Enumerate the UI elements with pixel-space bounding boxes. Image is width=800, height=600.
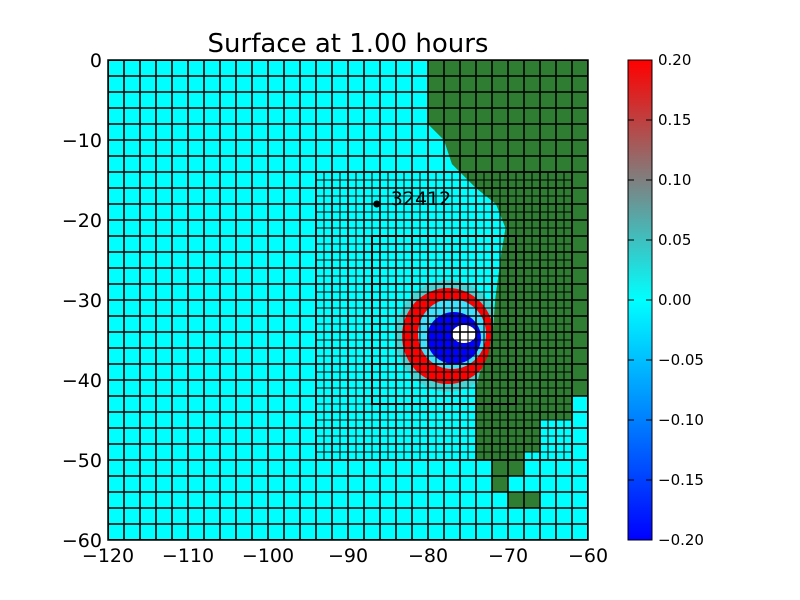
colorbar-ticks: 0.20 0.15 0.10 0.05 0.00 −0.05 −0.10 −0.15 −0.20 [628, 51, 704, 549]
colorbar: 0.20 0.15 0.10 0.05 0.00 −0.05 −0.10 −0.15 −0.20 [627, 51, 704, 549]
colorbar-tick-label: −0.05 [658, 351, 704, 369]
x-tick-label: −100 [242, 545, 294, 567]
x-tick-label: −70 [488, 545, 528, 567]
colorbar-tick-label: 0.00 [658, 291, 691, 309]
colorbar-tick-label: 0.15 [658, 111, 691, 129]
x-tick-label: −110 [162, 545, 214, 567]
grid-patch-border [315, 171, 573, 461]
x-tick-label: −120 [82, 545, 134, 567]
gauge-marker [373, 200, 381, 208]
y-tick-label: −60 [62, 530, 102, 552]
y-tick-label: −40 [62, 370, 102, 392]
y-tick-label: −20 [62, 210, 102, 232]
colorbar-tick-label: 0.10 [658, 171, 691, 189]
y-tick-label: −30 [62, 290, 102, 312]
chart-title: Surface at 1.00 hours [208, 29, 489, 59]
grid-level-3 [371, 235, 517, 405]
colorbar-tick-label: −0.10 [658, 411, 704, 429]
colorbar-tick-label: 0.20 [658, 51, 691, 69]
gauge-32412: 32412 [373, 188, 451, 210]
grid-level-2 [315, 171, 573, 461]
x-tick-label: −80 [408, 545, 448, 567]
x-tick-label: −60 [568, 545, 608, 567]
colorbar-tick-label: −0.15 [658, 471, 704, 489]
x-axis: −120 −110 −100 −90 −80 −70 −60 [82, 534, 608, 567]
gauge-label: 32412 [391, 188, 451, 210]
grid-patch-border [371, 235, 517, 405]
y-axis: 0 −10 −20 −30 −40 −50 −60 [62, 50, 114, 552]
y-tick-label: −10 [62, 130, 102, 152]
wave-eye [452, 325, 476, 343]
colorbar-tick-label: −0.20 [658, 531, 704, 549]
y-tick-label: 0 [90, 50, 102, 72]
plot-area [108, 60, 588, 540]
y-tick-label: −50 [62, 450, 102, 472]
x-tick-label: −90 [328, 545, 368, 567]
colorbar-tick-label: 0.05 [658, 231, 691, 249]
